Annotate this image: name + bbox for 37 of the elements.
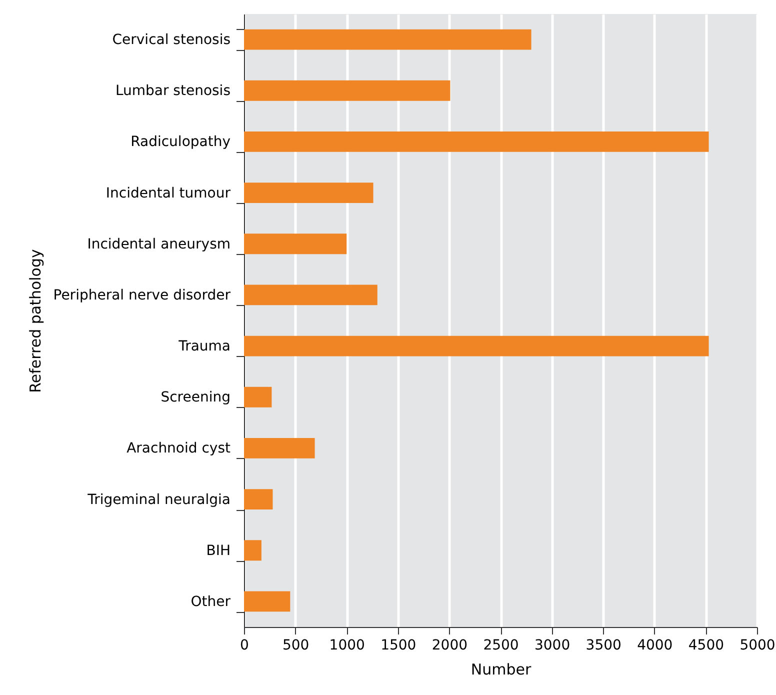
bar	[244, 438, 315, 458]
bar	[244, 591, 290, 612]
x-tick-label: 2500	[483, 638, 519, 654]
x-tick-label: 2000	[432, 638, 468, 654]
y-tick-label: Other	[190, 594, 231, 610]
x-tick-label: 3000	[534, 638, 570, 654]
x-tick-label: 4000	[637, 638, 673, 654]
y-tick-label: Trigeminal neuralgia	[86, 492, 230, 508]
x-axis-title: Number	[470, 660, 532, 678]
bar	[244, 234, 347, 254]
bar	[244, 386, 272, 408]
bar	[244, 29, 532, 50]
x-tick-label: 1500	[380, 638, 416, 654]
y-tick-label: BIH	[206, 542, 230, 559]
y-axis-title: Referred pathology	[26, 249, 44, 393]
x-tick-label: 4500	[688, 638, 724, 654]
bar	[244, 131, 709, 152]
x-tick-label: 5000	[740, 638, 776, 654]
bar	[244, 80, 450, 101]
x-tick-label: 0	[240, 638, 249, 654]
y-tick-label: Cervical stenosis	[112, 32, 230, 48]
x-tick-label: 3500	[586, 638, 622, 654]
bar	[244, 182, 374, 204]
x-tick-label: 1000	[329, 638, 365, 654]
bar	[244, 489, 273, 510]
y-tick-label: Lumbar stenosis	[115, 83, 230, 100]
y-tick-label: Peripheral nerve disorder	[53, 287, 231, 304]
y-tick-label: Radiculopathy	[130, 134, 230, 150]
y-tick-label: Incidental aneurysm	[87, 236, 230, 252]
y-tick-label: Trauma	[178, 338, 230, 355]
y-tick-label: Incidental tumour	[106, 185, 231, 202]
bar	[244, 336, 709, 356]
x-tick-label: 500	[282, 638, 310, 654]
bar	[244, 284, 378, 306]
bar	[244, 540, 262, 561]
y-tick-label: Screening	[160, 390, 230, 406]
y-tick-label: Arachnoid cyst	[126, 440, 231, 457]
